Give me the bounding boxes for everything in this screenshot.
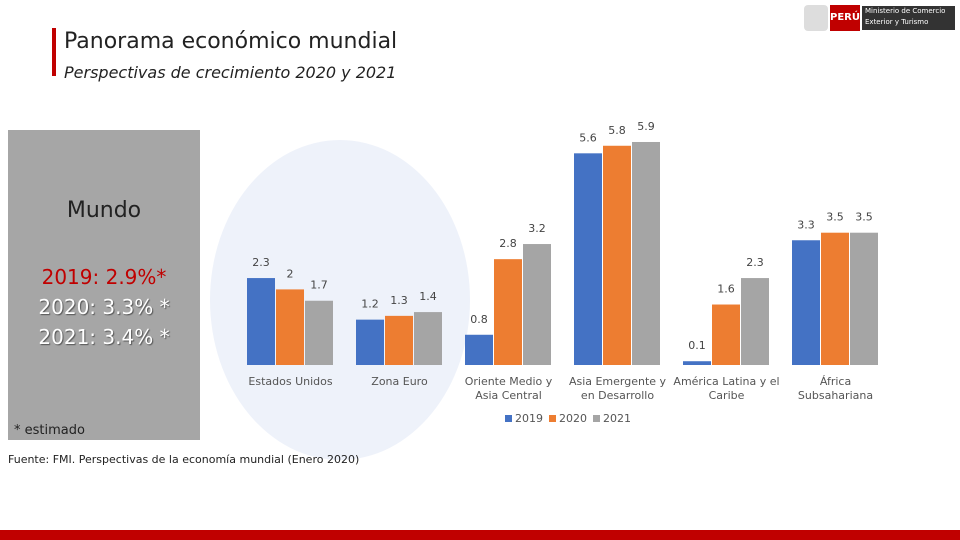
x-tick-label: Zona Euro — [371, 375, 428, 388]
logo-ministry: Ministerio de Comercio Exterior y Turismo — [862, 6, 955, 30]
subtitle: Perspectivas de crecimiento 2020 y 2021 — [64, 63, 397, 82]
title-accent — [52, 28, 56, 76]
value-label: 1.6 — [717, 283, 735, 296]
value-label: 3.3 — [797, 218, 815, 231]
value-label: 1.7 — [310, 279, 328, 292]
source: Fuente: FMI. Perspectivas de la economía… — [8, 453, 360, 466]
bar — [792, 240, 820, 365]
value-label: 0.8 — [470, 313, 488, 326]
bar — [574, 153, 602, 365]
value-label: 0.1 — [688, 339, 706, 352]
bar — [356, 319, 384, 365]
bar — [850, 232, 878, 365]
logo-text: Exterior y Turismo — [865, 18, 929, 26]
logo-text: Ministerio de Comercio — [865, 7, 946, 15]
value-label: 2.8 — [499, 237, 517, 250]
x-tick-label: América Latina y el Caribe — [673, 375, 780, 402]
logo-country: PERÚ — [830, 5, 860, 31]
bar — [741, 278, 769, 365]
value-label: 5.8 — [608, 124, 626, 137]
bar — [632, 141, 660, 365]
bar — [414, 312, 442, 365]
sidebar-line: 2019: 2.9%* — [41, 265, 167, 289]
logo-shield — [804, 5, 828, 31]
bar — [494, 259, 522, 365]
value-label: 2 — [287, 267, 294, 280]
legend-label: 2021 — [603, 412, 631, 425]
title: Panorama económico mundial — [64, 29, 398, 54]
legend-swatch — [505, 415, 512, 422]
sidebar-box — [8, 130, 200, 440]
value-label: 2.3 — [252, 256, 270, 269]
footer-bar — [0, 530, 960, 540]
bar — [712, 304, 740, 365]
bar — [465, 334, 493, 365]
value-label: 5.6 — [579, 131, 597, 144]
value-label: 1.3 — [390, 294, 408, 307]
bar — [305, 300, 333, 365]
value-label: 1.2 — [361, 298, 379, 311]
bar — [821, 232, 849, 365]
sidebar-heading: Mundo — [66, 198, 142, 223]
bar — [276, 289, 304, 365]
bar — [683, 361, 711, 365]
x-tick-label: África Subsahariana — [797, 375, 874, 402]
value-label: 1.4 — [419, 290, 437, 303]
x-tick-label: Oriente Medio y Asia Central — [464, 375, 553, 402]
value-label: 3.2 — [528, 222, 546, 235]
bar — [247, 278, 275, 365]
value-label: 5.9 — [637, 120, 655, 133]
bar — [523, 244, 551, 365]
x-tick-label: Asia Emergente y en Desarrollo — [568, 375, 667, 402]
legend-label: 2020 — [559, 412, 587, 425]
bar — [603, 145, 631, 365]
x-tick-label: Estados Unidos — [248, 375, 333, 388]
value-label: 3.5 — [855, 211, 873, 224]
legend-swatch — [549, 415, 556, 422]
sidebar-line: 2020: 3.3% * — [38, 295, 170, 319]
value-label: 3.5 — [826, 211, 844, 224]
bar — [385, 315, 413, 365]
sidebar-note: * estimado — [14, 423, 85, 438]
sidebar-line: 2021: 3.4% * — [38, 325, 170, 349]
legend-label: 2019 — [515, 412, 543, 425]
value-label: 2.3 — [746, 256, 764, 269]
legend-swatch — [593, 415, 600, 422]
